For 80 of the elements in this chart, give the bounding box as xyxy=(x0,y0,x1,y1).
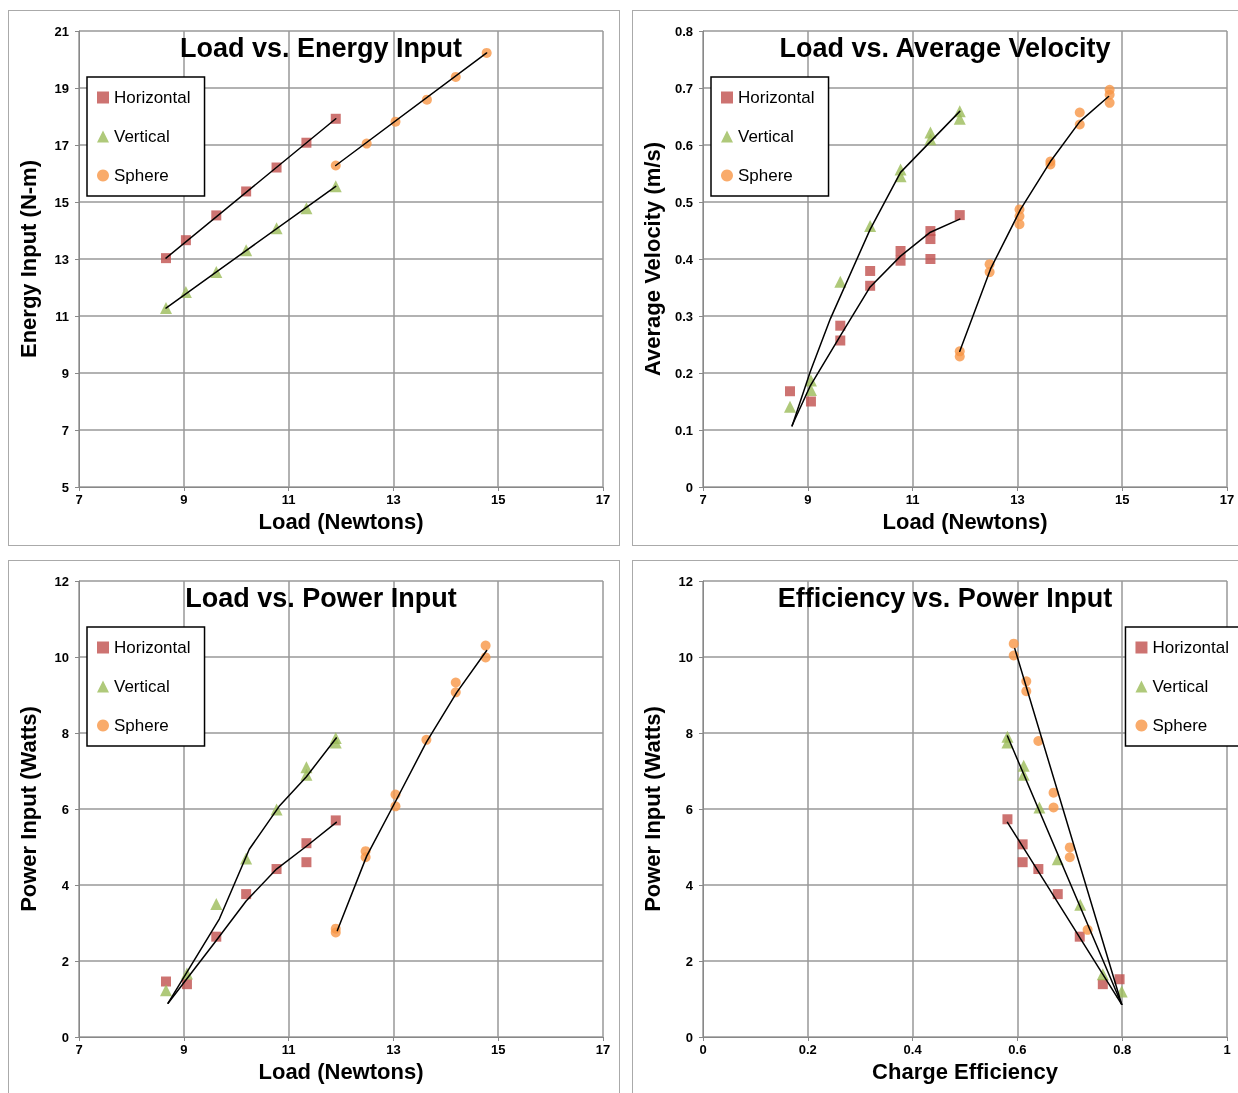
y-tick-label: 8 xyxy=(61,725,69,741)
x-axis-title: Load (Newtons) xyxy=(258,1059,424,1085)
y-tick-label: 0 xyxy=(61,1029,69,1045)
x-tick-label: 13 xyxy=(386,1042,401,1057)
x-tick-label: 0 xyxy=(699,1042,707,1057)
y-tick-label: 0.4 xyxy=(674,251,694,267)
y-tick-label: 8 xyxy=(685,725,693,741)
x-axis-title: Load (Newtons) xyxy=(258,509,424,535)
y-tick-label: 15 xyxy=(54,194,69,210)
x-tick-label: 11 xyxy=(281,492,296,507)
y-tick-label: 17 xyxy=(54,137,69,153)
x-tick-label: 7 xyxy=(75,492,83,507)
y-tick-label: 10 xyxy=(54,649,69,665)
legend-label: Vertical xyxy=(738,127,794,146)
legend-label: Vertical xyxy=(1152,677,1209,696)
chart-title: Load vs. Average Velocity xyxy=(779,32,1111,63)
y-tick-label: 21 xyxy=(54,23,69,39)
y-tick-label: 0.8 xyxy=(674,23,693,39)
x-tick-label: 0.8 xyxy=(1113,1042,1132,1057)
y-axis-title: Power Input (Watts) xyxy=(639,706,665,912)
x-tick-label: 1 xyxy=(1223,1042,1231,1057)
y-tick-label: 4 xyxy=(685,877,694,893)
x-tick-label: 9 xyxy=(180,1042,188,1057)
legend-label: Sphere xyxy=(114,166,169,185)
x-tick-label: 15 xyxy=(490,492,506,507)
y-axis-title: Energy Input (N-m) xyxy=(15,160,41,358)
y-tick-label: 7 xyxy=(61,422,69,438)
x-tick-label: 11 xyxy=(281,1042,296,1057)
y-axis-title: Power Input (Watts) xyxy=(15,706,41,912)
y-tick-label: 2 xyxy=(61,953,69,969)
y-tick-label: 0.2 xyxy=(674,365,693,381)
legend-label: Sphere xyxy=(114,716,169,735)
x-tick-label: 7 xyxy=(699,492,707,507)
x-tick-label: 0.6 xyxy=(1008,1042,1027,1057)
legend-label: Sphere xyxy=(1152,716,1208,735)
y-tick-label: 13 xyxy=(54,251,69,267)
x-tick-label: 9 xyxy=(180,492,188,507)
y-tick-label: 9 xyxy=(61,365,69,381)
legend-label: Horizontal xyxy=(114,88,191,107)
x-tick-label: 15 xyxy=(1114,492,1130,507)
y-tick-label: 0.1 xyxy=(674,422,693,438)
legend-label: Horizontal xyxy=(114,638,191,657)
y-tick-label: 6 xyxy=(61,801,69,817)
y-tick-label: 0.3 xyxy=(674,308,693,324)
x-tick-label: 13 xyxy=(386,492,401,507)
x-tick-label: 17 xyxy=(1219,492,1235,507)
y-axis-title: Average Velocity (m/s) xyxy=(639,142,665,376)
x-tick-label: 13 xyxy=(1010,492,1025,507)
x-tick-label: 11 xyxy=(905,492,920,507)
y-tick-label: 5 xyxy=(61,479,69,495)
y-tick-label: 0.7 xyxy=(674,80,693,96)
chart-title: Load vs. Power Input xyxy=(185,582,457,613)
y-tick-label: 0.5 xyxy=(674,194,693,210)
x-tick-label: 9 xyxy=(804,492,812,507)
y-tick-label: 0 xyxy=(685,1029,693,1045)
y-tick-label: 4 xyxy=(61,877,70,893)
legend-label: Horizontal xyxy=(1152,638,1230,657)
x-tick-label: 15 xyxy=(490,1042,506,1057)
x-axis-title: Load (Newtons) xyxy=(882,509,1048,535)
y-tick-label: 2 xyxy=(685,953,693,969)
y-tick-label: 0.6 xyxy=(674,137,693,153)
y-tick-label: 19 xyxy=(54,80,69,96)
chart-title: Efficiency vs. Power Input xyxy=(777,582,1113,613)
y-tick-label: 10 xyxy=(678,649,693,665)
legend-label: Horizontal xyxy=(738,88,815,107)
x-tick-label: 0.2 xyxy=(798,1042,817,1057)
y-tick-label: 0 xyxy=(685,479,693,495)
legend-label: Vertical xyxy=(114,677,170,696)
x-axis-title: Charge Efficiency xyxy=(872,1059,1059,1085)
x-tick-label: 17 xyxy=(595,1042,611,1057)
legend-label: Vertical xyxy=(114,127,170,146)
legend-label: Sphere xyxy=(738,166,793,185)
chart-title: Load vs. Energy Input xyxy=(179,32,463,63)
y-tick-label: 6 xyxy=(685,801,693,817)
y-tick-label: 11 xyxy=(55,308,69,324)
x-tick-label: 0.4 xyxy=(903,1042,923,1057)
y-tick-label: 12 xyxy=(54,573,69,589)
x-tick-label: 7 xyxy=(75,1042,83,1057)
x-tick-label: 17 xyxy=(595,492,611,507)
y-tick-label: 12 xyxy=(678,573,693,589)
